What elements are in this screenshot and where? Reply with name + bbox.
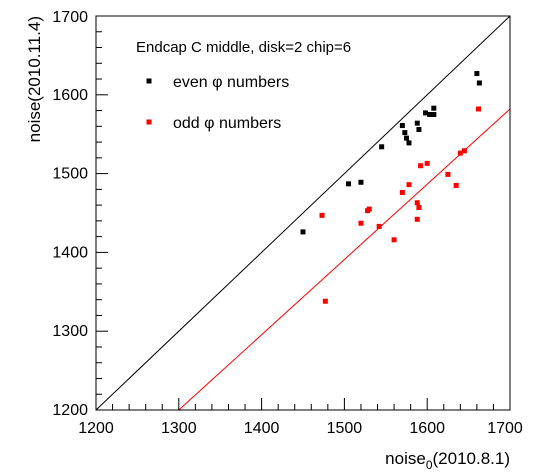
data-point-odd <box>391 237 397 243</box>
reference-lines <box>95 15 511 411</box>
data-point-odd <box>376 223 382 229</box>
data-point-even <box>346 181 352 187</box>
y-tick-label: 1600 <box>52 87 88 104</box>
data-point-odd <box>424 160 430 166</box>
x-tick-label: 1200 <box>78 420 114 437</box>
x-tick-label: 1500 <box>327 420 363 437</box>
data-point-odd <box>414 216 420 222</box>
y-tick-labels: 1200 1300 1400 1500 1600 1700 <box>52 9 88 419</box>
x-tick-labels: 1200 1300 1400 1500 1600 1700 <box>78 420 523 437</box>
data-point-even <box>300 229 306 235</box>
x-axis-title-base: noise <box>385 449 426 468</box>
data-point-even <box>402 130 408 136</box>
data-point-even <box>431 112 437 117</box>
data-point-even <box>476 80 482 86</box>
data-point-odd <box>399 190 405 196</box>
data-point-even <box>427 112 433 117</box>
data-point-odd <box>358 220 364 226</box>
data-point-even <box>416 126 422 132</box>
data-point-even <box>474 71 480 77</box>
plot-frame <box>95 15 511 411</box>
x-tick-label: 1600 <box>409 420 445 437</box>
data-point-odd <box>414 200 420 206</box>
y-tick-label: 1500 <box>52 166 88 183</box>
y-tick-label: 1300 <box>52 323 88 340</box>
legend-marker-odd <box>146 119 152 125</box>
y-axis-title: noise(2010.11.4) <box>25 16 44 142</box>
legend: even φ numbers odd φ numbers <box>146 74 289 132</box>
x-axis-title-suffix: (2010.8.1) <box>433 449 511 468</box>
data-points <box>300 71 482 304</box>
diagonal-line <box>95 15 511 411</box>
data-point-odd <box>445 171 451 177</box>
data-point-odd <box>476 106 482 112</box>
data-point-even <box>414 120 420 126</box>
data-point-odd <box>461 148 467 154</box>
data-point-even <box>406 140 412 146</box>
y-tick-label: 1700 <box>52 9 88 26</box>
data-point-odd <box>322 298 328 304</box>
y-tick-label: 1400 <box>52 244 88 261</box>
x-axis-title-subscript: 0 <box>426 458 433 472</box>
x-axis-title: noise0(2010.8.1) <box>385 449 510 472</box>
data-point-odd <box>416 204 422 210</box>
data-point-even <box>379 144 385 150</box>
legend-marker-even <box>146 78 152 84</box>
x-tick-label: 1300 <box>161 420 197 437</box>
x-tick-label: 1400 <box>244 420 280 437</box>
axis-ticks <box>95 15 511 411</box>
data-point-odd <box>319 212 325 218</box>
data-point-even <box>358 179 364 185</box>
legend-label-odd: odd φ numbers <box>173 115 281 132</box>
data-point-even <box>404 135 409 141</box>
data-point-even <box>431 105 437 111</box>
data-point-odd <box>418 163 424 169</box>
data-point-odd <box>457 150 463 156</box>
legend-label-even: even φ numbers <box>173 74 289 91</box>
data-point-odd <box>453 182 459 188</box>
data-point-odd <box>406 182 412 188</box>
fit-line <box>178 108 511 411</box>
data-point-odd <box>366 206 372 212</box>
data-point-even <box>399 123 405 129</box>
chart-title: Endcap C middle, disk=2 chip=6 <box>136 39 351 56</box>
x-tick-label: 1700 <box>487 420 523 437</box>
data-point-even <box>423 110 429 116</box>
y-tick-label: 1200 <box>52 402 88 419</box>
